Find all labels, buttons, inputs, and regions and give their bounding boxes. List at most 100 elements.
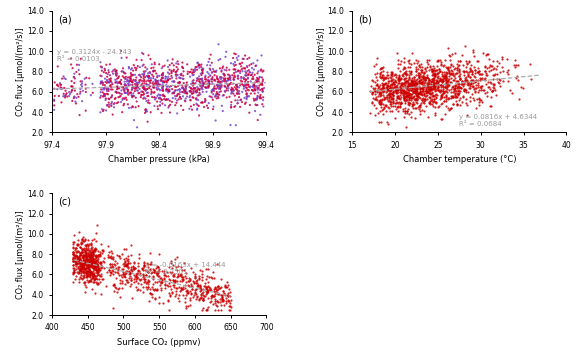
- Point: [89, 279, 98, 284]
- Point: [192, 277, 201, 282]
- Point: [113, 267, 122, 272]
- Point: [249, 76, 258, 82]
- Point: [209, 104, 218, 109]
- Point: [97, 260, 106, 266]
- Point: [510, 57, 520, 63]
- Point: [421, 77, 430, 83]
- Point: [486, 103, 495, 109]
- Point: [81, 250, 91, 255]
- Point: [122, 84, 131, 90]
- Point: [81, 266, 90, 272]
- Point: [141, 272, 150, 278]
- Point: [416, 91, 425, 97]
- Point: [218, 297, 228, 303]
- Point: [82, 257, 91, 262]
- Point: [76, 258, 85, 263]
- Point: [71, 252, 80, 257]
- Point: [75, 267, 84, 273]
- Point: [148, 291, 157, 297]
- Point: [413, 97, 422, 102]
- Point: [417, 97, 427, 102]
- Point: [195, 86, 204, 92]
- Point: [477, 71, 487, 77]
- Point: [76, 265, 86, 270]
- Point: [128, 93, 137, 99]
- Point: [69, 245, 78, 251]
- Point: [423, 73, 432, 78]
- Point: [154, 78, 163, 84]
- Point: [208, 95, 217, 100]
- Point: [98, 93, 108, 99]
- Point: [84, 253, 93, 259]
- Point: [81, 259, 90, 264]
- Point: [406, 80, 416, 86]
- Point: [177, 89, 187, 95]
- Point: [392, 73, 401, 78]
- Point: [378, 101, 387, 107]
- Point: [90, 264, 99, 270]
- Point: [151, 95, 161, 101]
- Point: [420, 74, 429, 80]
- Point: [146, 286, 155, 292]
- Point: [434, 58, 443, 63]
- Point: [90, 260, 99, 266]
- Point: [97, 107, 106, 112]
- Point: [155, 95, 165, 101]
- Point: [86, 248, 95, 254]
- Point: [123, 278, 132, 283]
- Point: [227, 89, 236, 95]
- Point: [105, 268, 114, 273]
- Point: [444, 70, 453, 76]
- Point: [92, 222, 102, 227]
- Point: [105, 261, 114, 267]
- Point: [434, 73, 443, 79]
- Point: [411, 77, 420, 83]
- Point: [80, 266, 90, 272]
- Point: [92, 263, 102, 268]
- Point: [390, 115, 399, 121]
- Point: [123, 263, 132, 269]
- Point: [452, 88, 461, 94]
- Point: [118, 274, 127, 279]
- Point: [159, 300, 168, 306]
- Point: [186, 289, 195, 294]
- Point: [213, 82, 222, 88]
- Point: [429, 93, 439, 99]
- Point: [378, 81, 387, 87]
- Point: [375, 102, 384, 107]
- Point: [224, 303, 234, 309]
- Point: [384, 104, 393, 110]
- Point: [175, 95, 184, 100]
- Point: [240, 65, 250, 71]
- Point: [227, 87, 236, 92]
- Point: [241, 76, 250, 82]
- Point: [171, 69, 180, 75]
- Point: [239, 75, 249, 81]
- Point: [114, 80, 123, 86]
- Point: [414, 93, 423, 98]
- Point: [473, 82, 483, 87]
- Point: [139, 267, 148, 273]
- Point: [88, 266, 98, 271]
- Point: [87, 251, 96, 257]
- Point: [65, 93, 74, 99]
- Point: [190, 68, 199, 74]
- Point: [456, 86, 465, 91]
- Point: [86, 272, 95, 278]
- Point: [131, 67, 140, 73]
- Point: [195, 76, 205, 82]
- Point: [79, 264, 88, 270]
- Point: [412, 93, 421, 99]
- Point: [80, 236, 90, 242]
- Point: [175, 80, 184, 86]
- Point: [368, 91, 377, 97]
- Point: [205, 287, 214, 293]
- Point: [94, 269, 103, 275]
- Point: [153, 74, 162, 80]
- Point: [401, 108, 410, 114]
- Point: [415, 104, 424, 110]
- Point: [214, 41, 223, 47]
- Point: [426, 87, 435, 93]
- Point: [171, 84, 180, 90]
- Point: [397, 91, 406, 96]
